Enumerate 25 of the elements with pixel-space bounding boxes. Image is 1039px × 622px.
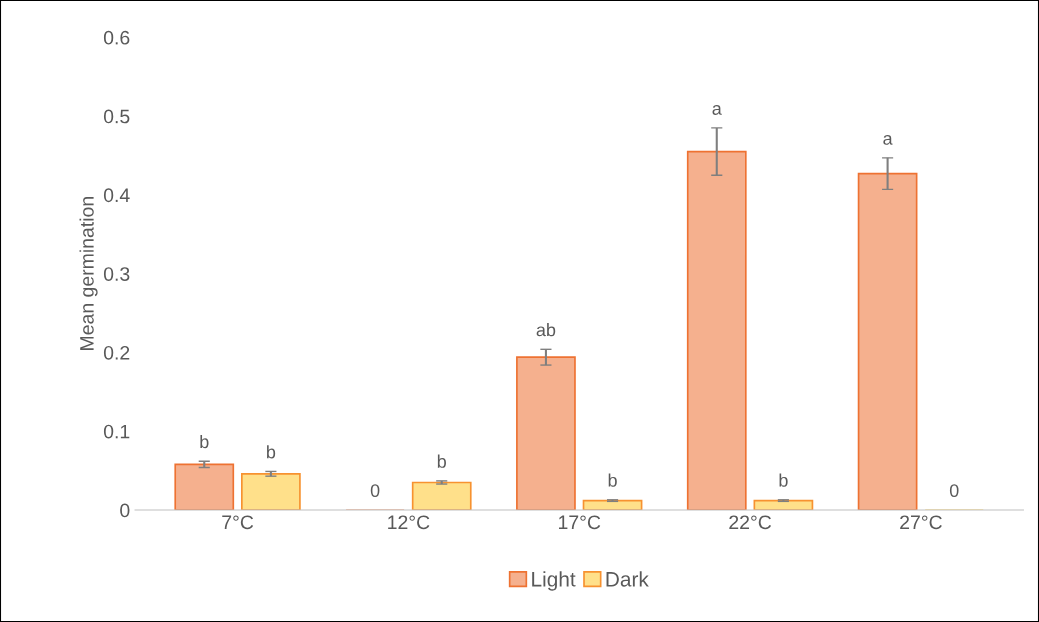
data-label: b (779, 473, 788, 487)
data-label: 0 (949, 484, 959, 498)
data-label: b (437, 454, 446, 468)
y-tick-label: 0.1 (103, 424, 130, 439)
data-label: b (200, 434, 209, 449)
y-tick-label: 0.6 (103, 30, 130, 45)
data-label: b (267, 445, 276, 459)
y-tick-label: 0.5 (103, 109, 130, 124)
data-label: b (608, 473, 617, 487)
x-tick-label: 7°C (222, 515, 254, 530)
y-tick-label: 0.3 (103, 267, 130, 281)
y-tick-label: 0.4 (103, 188, 130, 203)
x-tick-label: 17°C (559, 515, 601, 530)
y-tick-label: 0.2 (103, 345, 130, 360)
data-label: 0 (370, 484, 380, 498)
x-tick-label: 22°C (729, 515, 772, 530)
y-tick-label: 0 (120, 503, 130, 518)
data-label: a (712, 105, 722, 115)
legend-label: Light (532, 571, 576, 591)
x-tick-label: 12°C (388, 515, 430, 530)
x-tick-label: 27°C (900, 515, 942, 530)
data-label: ab (536, 323, 556, 337)
data-label: a (883, 134, 893, 145)
legend-label: Dark (606, 571, 649, 587)
y-axis-title: Mean germination (79, 197, 98, 350)
